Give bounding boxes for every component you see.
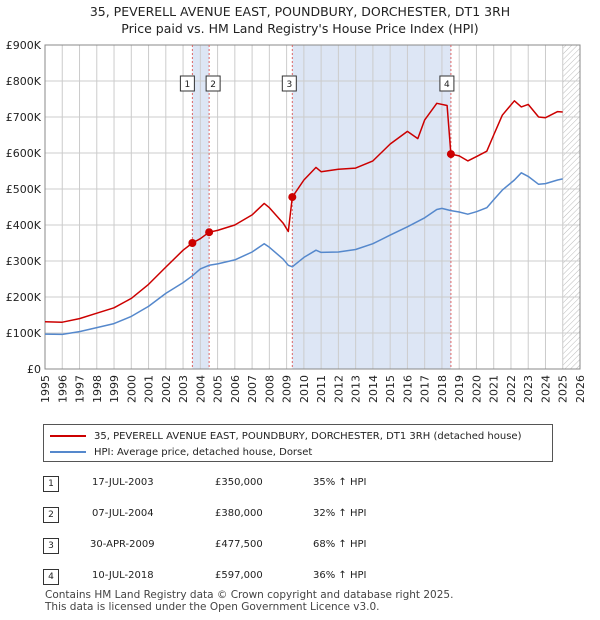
x-tick-label: 2011 xyxy=(315,375,328,403)
sale-label-box: 1 xyxy=(179,75,195,92)
sale-row: 4 10-JUL-2018 £597,000 36% ↑ HPI xyxy=(43,567,563,587)
y-tick-label: £0 xyxy=(27,363,41,376)
legend-label-hpi: HPI: Average price, detached house, Dors… xyxy=(94,446,313,458)
sale-number-badge: 3 xyxy=(43,538,59,554)
y-tick-label: £900K xyxy=(6,39,42,52)
chart-subtitle: Price paid vs. HM Land Registry's House … xyxy=(121,21,479,36)
x-tick-label: 2008 xyxy=(263,375,276,403)
sale-price: £350,000 xyxy=(215,477,263,488)
sale-price: £380,000 xyxy=(215,508,263,519)
x-tick-label: 2002 xyxy=(160,375,173,403)
x-tick-label: 1996 xyxy=(56,375,69,403)
sale-label-box: 4 xyxy=(439,75,455,92)
x-tick-label: 2013 xyxy=(350,375,363,403)
x-tick-label: 2021 xyxy=(488,375,501,403)
legend: 35, PEVERELL AVENUE EAST, POUNDBURY, DOR… xyxy=(43,424,553,462)
y-tick-label: £600K xyxy=(6,147,42,160)
sale-label-box: 2 xyxy=(205,75,221,92)
sale-hpi-change: 36% ↑ HPI xyxy=(313,570,367,581)
sale-period-shade xyxy=(292,45,451,369)
sale-point xyxy=(288,193,297,202)
legend-item-property: 35, PEVERELL AVENUE EAST, POUNDBURY, DOR… xyxy=(50,429,521,443)
x-tick-label: 1997 xyxy=(74,375,87,403)
sale-point xyxy=(446,150,455,159)
price-chart: £0 £100K £200K £300K £400K £500K £600K £700K £80… xyxy=(6,39,587,403)
x-tick-label: 2010 xyxy=(298,375,311,403)
sale-label-text: 4 xyxy=(444,80,450,90)
footer-copyright: Contains HM Land Registry data © Crown c… xyxy=(45,589,454,601)
sale-price: £477,500 xyxy=(215,539,263,550)
y-tick-label: £800K xyxy=(6,75,42,88)
x-tick-label: 2001 xyxy=(143,375,156,403)
x-tick-label: 1995 xyxy=(39,375,52,403)
x-tick-label: 2006 xyxy=(229,375,242,403)
y-tick-label: £100K xyxy=(6,327,42,340)
sale-row: 1 17-JUL-2003 £350,000 35% ↑ HPI xyxy=(43,474,563,494)
x-tick-label: 2012 xyxy=(332,375,345,403)
sale-point xyxy=(188,239,197,247)
y-tick-label: £500K xyxy=(6,183,42,196)
x-tick-label: 2024 xyxy=(539,375,552,403)
x-tick-label: 2016 xyxy=(401,375,414,403)
sale-hpi-change: 32% ↑ HPI xyxy=(313,508,367,519)
sale-point xyxy=(205,228,214,237)
property-price-line xyxy=(44,100,563,323)
y-tick-label: £700K xyxy=(6,111,42,124)
sale-hpi-change: 35% ↑ HPI xyxy=(313,477,367,488)
sale-label-rect xyxy=(439,75,455,92)
property-line-swatch xyxy=(50,435,86,437)
sale-date: 17-JUL-2003 xyxy=(92,477,154,488)
footer-licence: This data is licensed under the Open Gov… xyxy=(45,601,380,613)
x-tick-label: 1998 xyxy=(91,375,104,403)
x-tick-label: 2005 xyxy=(212,375,225,403)
plot-frame xyxy=(44,44,581,370)
x-tick-label: 2004 xyxy=(194,375,207,403)
sale-label-rect xyxy=(179,75,195,92)
x-tick-label: 2018 xyxy=(436,375,449,403)
sale-hpi-change: 68% ↑ HPI xyxy=(313,539,367,550)
sale-date: 07-JUL-2004 xyxy=(92,508,154,519)
x-tick-label: 2009 xyxy=(281,375,294,403)
sale-number-badge: 4 xyxy=(43,569,59,585)
sale-number-badge: 1 xyxy=(43,476,59,492)
chart-title: 35, PEVERELL AVENUE EAST, POUNDBURY, DOR… xyxy=(89,4,511,19)
sale-row: 3 30-APR-2009 £477,500 68% ↑ HPI xyxy=(43,536,563,556)
x-tick-label: 1999 xyxy=(108,375,121,403)
sale-date: 10-JUL-2018 xyxy=(92,570,154,581)
x-tick-label: 2023 xyxy=(522,375,535,403)
sale-price: £597,000 xyxy=(215,570,263,581)
sale-date: 30-APR-2009 xyxy=(90,539,155,550)
hpi-line xyxy=(44,172,563,336)
legend-label-property: 35, PEVERELL AVENUE EAST, POUNDBURY, DOR… xyxy=(94,430,522,442)
sale-label-box: 3 xyxy=(281,75,297,92)
x-tick-label: 2000 xyxy=(125,375,138,403)
forecast-hatch xyxy=(562,45,580,369)
y-tick-label: £300K xyxy=(6,255,42,268)
hpi-line-swatch xyxy=(50,451,86,453)
legend-item-hpi: HPI: Average price, detached house, Dors… xyxy=(50,445,312,459)
x-tick-label: 2015 xyxy=(384,375,397,403)
x-tick-label: 2025 xyxy=(557,375,570,403)
x-tick-label: 2019 xyxy=(453,375,466,403)
sale-label-rect xyxy=(281,75,297,92)
x-tick-label: 2026 xyxy=(574,375,587,403)
sale-label-text: 2 xyxy=(210,80,216,90)
x-tick-label: 2017 xyxy=(419,375,432,403)
x-tick-label: 2007 xyxy=(246,375,259,403)
x-tick-label: 2014 xyxy=(367,375,380,403)
sale-label-rect xyxy=(205,75,221,92)
sale-number-badge: 2 xyxy=(43,507,59,523)
sale-label-text: 3 xyxy=(286,80,292,90)
sale-row: 2 07-JUL-2004 £380,000 32% ↑ HPI xyxy=(43,505,563,525)
x-tick-label: 2020 xyxy=(470,375,483,403)
y-tick-label: £200K xyxy=(6,291,42,304)
sale-label-text: 1 xyxy=(185,80,191,90)
y-tick-label: £400K xyxy=(6,219,42,232)
x-tick-label: 2003 xyxy=(177,375,190,403)
x-tick-label: 2022 xyxy=(505,375,518,403)
